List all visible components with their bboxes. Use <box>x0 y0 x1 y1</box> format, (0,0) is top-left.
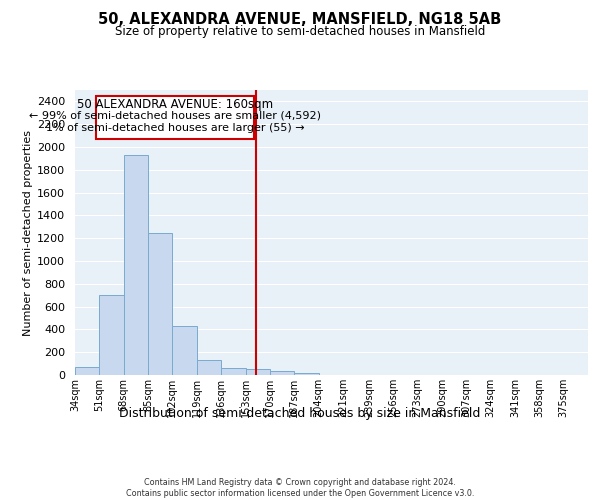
Text: 1% of semi-detached houses are larger (55) →: 1% of semi-detached houses are larger (5… <box>46 122 305 132</box>
Bar <box>172 326 197 375</box>
Text: ← 99% of semi-detached houses are smaller (4,592): ← 99% of semi-detached houses are smalle… <box>29 110 322 120</box>
Bar <box>100 295 124 375</box>
Text: Size of property relative to semi-detached houses in Mansfield: Size of property relative to semi-detach… <box>115 25 485 38</box>
Text: Distribution of semi-detached houses by size in Mansfield: Distribution of semi-detached houses by … <box>119 408 481 420</box>
Text: Contains HM Land Registry data © Crown copyright and database right 2024.
Contai: Contains HM Land Registry data © Crown c… <box>126 478 474 498</box>
Bar <box>221 368 245 375</box>
Bar <box>75 367 100 375</box>
Y-axis label: Number of semi-detached properties: Number of semi-detached properties <box>23 130 33 336</box>
Bar <box>197 360 221 375</box>
Bar <box>294 372 319 375</box>
FancyBboxPatch shape <box>97 96 254 139</box>
Bar <box>245 370 270 375</box>
Bar <box>124 155 148 375</box>
Bar <box>148 232 172 375</box>
Bar <box>270 371 294 375</box>
Text: 50, ALEXANDRA AVENUE, MANSFIELD, NG18 5AB: 50, ALEXANDRA AVENUE, MANSFIELD, NG18 5A… <box>98 12 502 28</box>
Text: 50 ALEXANDRA AVENUE: 160sqm: 50 ALEXANDRA AVENUE: 160sqm <box>77 98 274 111</box>
